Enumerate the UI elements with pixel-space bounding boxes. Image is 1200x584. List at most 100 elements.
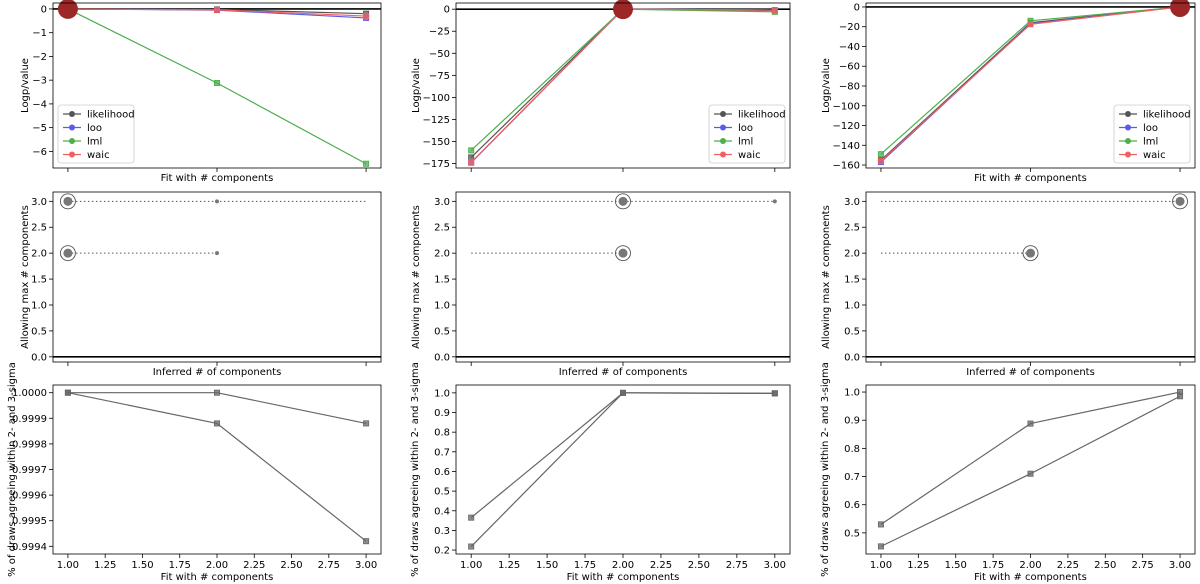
data-point: [877, 158, 884, 165]
y-tick-label: −120: [833, 121, 860, 132]
legend-swatch-marker: [69, 111, 75, 117]
y-tick-label: −1: [32, 28, 47, 39]
series-line-2-sigma-1: [67, 392, 367, 542]
x-tick-label: 2.25: [243, 560, 265, 571]
legend-swatch-marker: [720, 111, 726, 117]
y-tick-label: 3.0: [434, 197, 450, 208]
x-tick-label: 1.00: [460, 560, 482, 571]
series-line-3-sigma-0: [470, 392, 775, 519]
legend: likelihood loo lml waic: [708, 104, 786, 164]
x-axis-label: Inferred # of components: [559, 367, 688, 378]
y-tick-label: 0.9994: [12, 542, 47, 553]
axes-frame: [52, 2, 382, 169]
data-point: [213, 80, 220, 87]
legend-swatch-marker: [720, 151, 726, 158]
y-tick-label: 0.8: [844, 444, 860, 455]
data-point: [877, 543, 884, 550]
legend-swatch-marker: [720, 124, 726, 131]
data-point: [1177, 393, 1184, 400]
axes-frame: [52, 191, 382, 363]
x-tick-label: 2.50: [1094, 560, 1116, 571]
selected-point-ring: [59, 245, 76, 262]
selected-point-ring: [615, 245, 631, 262]
y-tick-label: −3: [32, 76, 47, 87]
x-axis-label: Fit with # components: [974, 173, 1087, 184]
x-tick-label: 3.00: [764, 560, 786, 571]
axes-frame: [865, 2, 1196, 169]
axes-frame: [52, 384, 382, 555]
data-point: [363, 160, 370, 167]
y-tick-label: 0.0: [434, 352, 450, 363]
scatter-group: [880, 193, 1188, 262]
x-tick-label: 1.75: [169, 560, 191, 571]
legend-frame: [1113, 104, 1191, 164]
data-point: [468, 543, 475, 550]
y-tick-label: −5: [32, 123, 47, 134]
y-tick-label: 0.5: [31, 326, 47, 337]
x-axis-label: Fit with # components: [161, 173, 274, 184]
y-tick-label: 1.0000: [12, 388, 47, 399]
x-tick-label: 2.00: [612, 560, 634, 571]
y-tick-label: 0.9999: [12, 414, 47, 425]
legend-entry-waic: waic: [87, 150, 110, 161]
scatter-group: [59, 193, 367, 262]
y-axis-label: Allowing max # components: [821, 205, 832, 349]
y-axis-label: Allowing max # components: [411, 205, 422, 349]
legend-swatch-marker: [69, 138, 75, 144]
subplot-r1c0: 0.0 0.5 1.0 1.5 2.0 2.5 3.0 Inferred # of compo…: [20, 191, 382, 378]
x-tick-label: 3.00: [1169, 560, 1191, 571]
x-tick-label: 1.75: [574, 560, 596, 571]
data-point: [213, 6, 220, 13]
legend-swatch-marker: [1125, 151, 1131, 158]
x-tick-label: 1.25: [94, 560, 116, 571]
legend: likelihood loo lml waic: [1113, 104, 1191, 164]
legend-swatch-marker: [69, 124, 75, 131]
x-tick-label: 1.00: [57, 560, 79, 571]
x-axis-label: Fit with # components: [161, 572, 274, 583]
series-line-3-sigma-0: [67, 392, 367, 424]
x-tick-label: 2.25: [650, 560, 672, 571]
legend-entry-waic: waic: [738, 150, 761, 161]
x-tick-label: 2.75: [1132, 560, 1154, 571]
x-tick-label: 1.50: [131, 560, 153, 571]
x-tick-label: 1.50: [536, 560, 558, 571]
x-tick-label: 2.00: [206, 560, 228, 571]
y-axis-label: % of draws agreeing within 2- and 3-sigm…: [7, 362, 18, 577]
y-tick-label: 0.5: [434, 326, 450, 337]
y-tick-label: −150: [423, 137, 450, 148]
data-point: [1026, 248, 1035, 258]
data-point: [1175, 196, 1185, 206]
selected-point-ring: [1172, 193, 1188, 210]
y-tick-label: −80: [839, 81, 860, 92]
y-tick-label: 0.5: [434, 487, 450, 498]
y-tick-label: 0: [444, 5, 450, 16]
y-tick-label: 3.0: [844, 197, 860, 208]
selected-point-marker: [613, 0, 633, 20]
x-tick-label: 1.00: [870, 560, 892, 571]
series-group: [877, 389, 1184, 550]
selected-point-ring: [59, 193, 76, 210]
y-tick-label: −4: [32, 99, 47, 110]
y-tick-label: 2.0: [31, 249, 47, 260]
x-tick-label: 3.00: [355, 560, 377, 571]
x-axis-label: Fit with # components: [974, 572, 1087, 583]
y-tick-label: −140: [833, 141, 860, 152]
data-point: [363, 13, 370, 20]
legend-swatch-marker: [1125, 138, 1131, 144]
y-tick-label: 1.0: [434, 300, 450, 311]
legend-swatch-marker: [1125, 111, 1131, 117]
data-point: [468, 154, 475, 161]
data-point: [618, 196, 628, 206]
legend-entry-likelihood: likelihood: [1143, 110, 1191, 121]
series-line-2-sigma-1: [470, 392, 775, 547]
y-tick-label: 1.5: [434, 275, 450, 286]
data-point: [771, 7, 778, 14]
y-tick-label: −175: [423, 159, 450, 170]
series-line-3-sigma-0: [880, 391, 1181, 525]
y-tick-label: 0.8: [434, 428, 450, 439]
legend-frame: [708, 104, 786, 164]
legend-entry-loo: loo: [87, 123, 102, 134]
y-axis-label: Logp/value: [20, 58, 31, 113]
data-point: [215, 199, 219, 204]
scatter-group: [471, 193, 777, 262]
